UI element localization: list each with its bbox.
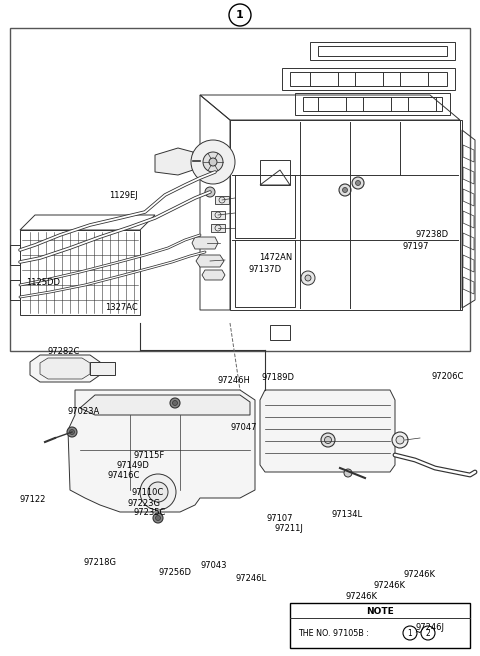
Circle shape: [209, 158, 217, 166]
Text: 97223G: 97223G: [127, 499, 160, 508]
Text: 97246H: 97246H: [217, 376, 250, 385]
Circle shape: [170, 398, 180, 408]
Polygon shape: [90, 362, 115, 375]
Text: 97110C: 97110C: [131, 488, 163, 497]
Text: 97246K: 97246K: [346, 592, 378, 602]
Circle shape: [301, 271, 315, 285]
Circle shape: [356, 180, 360, 186]
Text: 97246L: 97246L: [235, 574, 266, 583]
Text: 97043: 97043: [201, 561, 227, 570]
Text: 1129EJ: 1129EJ: [109, 191, 138, 200]
Text: 97149D: 97149D: [116, 461, 149, 470]
Bar: [290, 603, 470, 648]
Circle shape: [148, 482, 168, 502]
Circle shape: [156, 516, 160, 520]
Text: 97211J: 97211J: [275, 524, 303, 533]
Polygon shape: [215, 196, 229, 204]
Circle shape: [392, 432, 408, 448]
Text: 97189D: 97189D: [262, 373, 295, 382]
Text: NOTE: NOTE: [366, 607, 394, 615]
Text: 97047: 97047: [230, 422, 257, 432]
Circle shape: [305, 275, 311, 281]
Circle shape: [403, 626, 417, 640]
Text: 97218G: 97218G: [84, 558, 117, 567]
Circle shape: [172, 401, 178, 405]
Text: 97238D: 97238D: [415, 230, 448, 239]
Text: 1125DD: 1125DD: [26, 277, 60, 287]
Polygon shape: [30, 355, 100, 382]
Text: 97122: 97122: [19, 495, 46, 504]
Text: 97246K: 97246K: [403, 570, 435, 579]
Text: 97246K: 97246K: [373, 581, 406, 590]
Text: 97197: 97197: [402, 242, 429, 251]
Text: 1: 1: [408, 628, 412, 638]
Circle shape: [205, 187, 215, 197]
Text: 2: 2: [426, 628, 431, 638]
Text: 97107: 97107: [266, 514, 293, 523]
Circle shape: [203, 152, 223, 172]
Circle shape: [321, 433, 335, 447]
Text: ~: ~: [415, 628, 421, 638]
Polygon shape: [68, 390, 255, 512]
Text: 97137D: 97137D: [249, 265, 282, 274]
Text: 97256D: 97256D: [158, 567, 192, 577]
Text: 1472AN: 1472AN: [259, 253, 292, 262]
Polygon shape: [192, 237, 218, 249]
Circle shape: [229, 4, 251, 26]
Polygon shape: [211, 224, 225, 232]
Text: 1327AC: 1327AC: [105, 302, 137, 312]
Text: 97134L: 97134L: [331, 510, 362, 519]
Polygon shape: [202, 270, 225, 280]
Circle shape: [396, 436, 404, 444]
Circle shape: [140, 474, 176, 510]
Text: 1: 1: [236, 10, 244, 20]
Circle shape: [343, 188, 348, 192]
Circle shape: [421, 626, 435, 640]
Text: 97246J: 97246J: [415, 623, 444, 632]
Text: 97282C: 97282C: [47, 347, 79, 356]
Polygon shape: [211, 211, 225, 219]
Text: 97206C: 97206C: [432, 372, 464, 381]
Circle shape: [324, 436, 332, 443]
Circle shape: [344, 469, 352, 477]
Text: 97115F: 97115F: [133, 451, 165, 461]
Polygon shape: [155, 148, 193, 175]
Polygon shape: [260, 390, 395, 472]
Circle shape: [210, 167, 220, 177]
Circle shape: [67, 427, 77, 437]
Circle shape: [339, 184, 351, 196]
Circle shape: [153, 513, 163, 523]
Text: 97416C: 97416C: [108, 471, 140, 480]
Text: 97023A: 97023A: [67, 407, 99, 416]
Circle shape: [352, 177, 364, 189]
Polygon shape: [40, 358, 90, 379]
Bar: [10, 28, 470, 351]
Text: 97235C: 97235C: [133, 508, 166, 518]
Polygon shape: [196, 255, 224, 267]
Circle shape: [191, 140, 235, 184]
Circle shape: [70, 430, 74, 434]
Text: THE NO. 97105B :: THE NO. 97105B :: [298, 628, 372, 638]
Bar: [270, 325, 290, 340]
Polygon shape: [80, 395, 250, 415]
